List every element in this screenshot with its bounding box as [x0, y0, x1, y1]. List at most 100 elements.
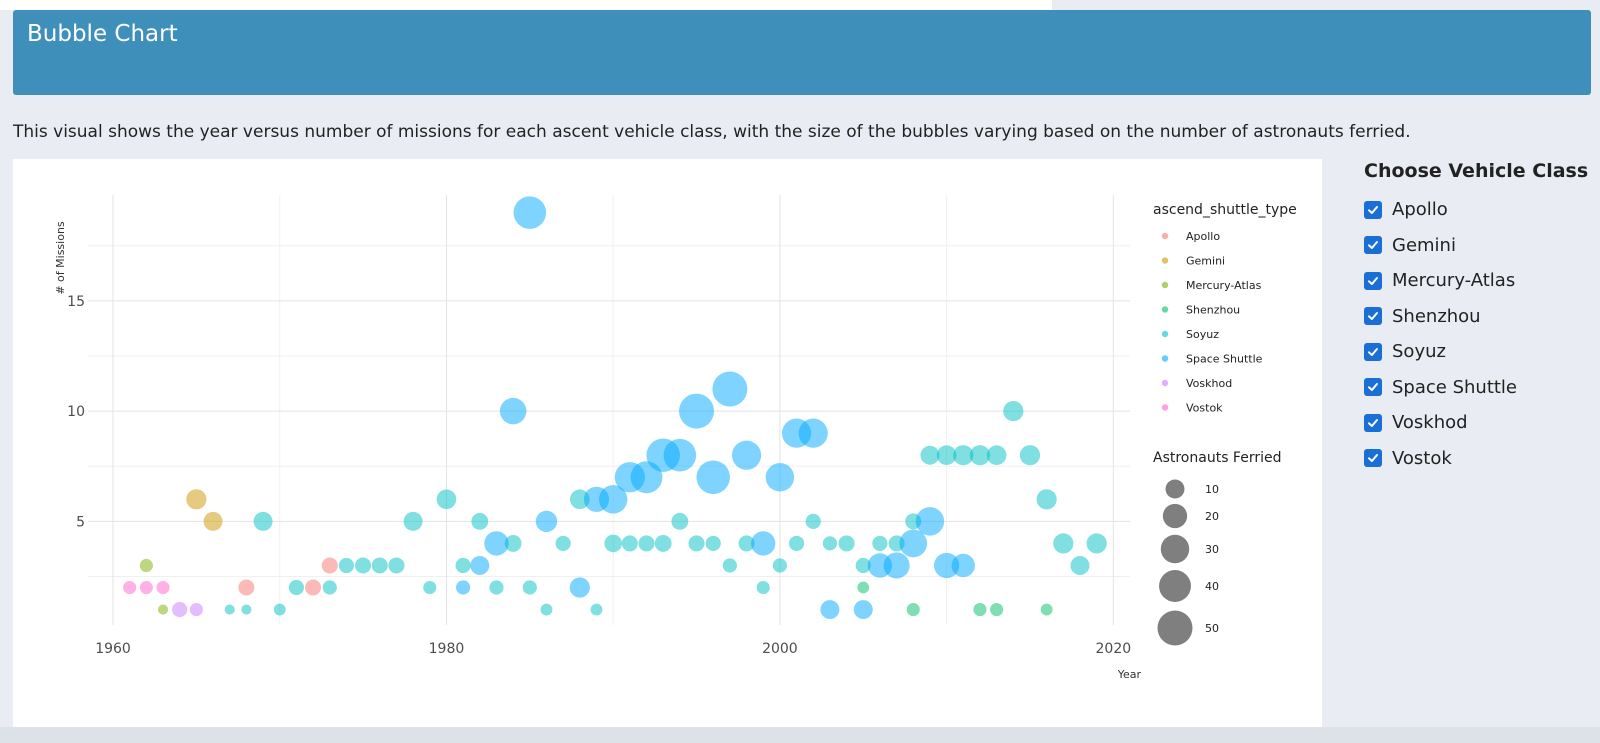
bubble-soyuz[interactable] — [638, 535, 655, 552]
bubble-apollo[interactable] — [305, 579, 322, 596]
bubble-gemini[interactable] — [203, 511, 223, 531]
bubble-space-shuttle[interactable] — [731, 440, 762, 470]
bubble-shenzhou[interactable] — [1040, 603, 1053, 616]
bubble-soyuz[interactable] — [953, 445, 974, 466]
checkbox-box[interactable] — [1364, 236, 1382, 255]
bubble-soyuz[interactable] — [504, 534, 522, 552]
bubble-mercury-atlas[interactable] — [157, 604, 169, 615]
bubble-soyuz[interactable] — [772, 558, 787, 573]
bubble-soyuz[interactable] — [540, 603, 553, 616]
bubble-space-shuttle[interactable] — [679, 393, 715, 429]
bubble-soyuz[interactable] — [489, 580, 504, 595]
bubble-soyuz[interactable] — [688, 535, 705, 552]
bubble-space-shuttle[interactable] — [751, 531, 776, 556]
bubble-space-shuttle[interactable] — [899, 529, 928, 558]
bubble-soyuz[interactable] — [288, 579, 304, 596]
bubble-vostok[interactable] — [139, 580, 153, 595]
bubble-apollo[interactable] — [238, 579, 255, 596]
checkbox-gemini[interactable]: Gemini — [1364, 228, 1588, 264]
bubble-soyuz[interactable] — [705, 535, 721, 551]
checkbox-box[interactable] — [1364, 200, 1382, 219]
bubble-soyuz[interactable] — [604, 534, 622, 553]
checkbox-box[interactable] — [1364, 413, 1382, 432]
checkbox-soyuz[interactable]: Soyuz — [1364, 334, 1588, 370]
bubble-soyuz[interactable] — [920, 445, 940, 465]
bubble-soyuz[interactable] — [1003, 400, 1024, 422]
bubble-space-shuttle[interactable] — [696, 460, 730, 495]
bubble-soyuz[interactable] — [738, 535, 755, 552]
bubble-soyuz[interactable] — [872, 535, 888, 551]
bubble-soyuz[interactable] — [570, 489, 590, 510]
bubble-soyuz[interactable] — [273, 603, 286, 616]
checkbox-shenzhou[interactable]: Shenzhou — [1364, 299, 1588, 335]
bubble-soyuz[interactable] — [654, 534, 672, 552]
bubble-soyuz[interactable] — [1036, 489, 1057, 510]
bubble-mercury-atlas[interactable] — [139, 558, 153, 573]
bubble-voskhod[interactable] — [172, 601, 188, 618]
checkbox-box[interactable] — [1364, 271, 1382, 290]
bubble-soyuz[interactable] — [522, 580, 537, 595]
bubble-space-shuttle[interactable] — [569, 577, 590, 598]
bubble-vostok[interactable] — [156, 580, 170, 595]
bubble-soyuz[interactable] — [1070, 555, 1090, 575]
bubble-soyuz[interactable] — [805, 513, 821, 529]
bubble-vostok[interactable] — [123, 580, 137, 595]
bubble-space-shuttle[interactable] — [470, 555, 490, 575]
bubble-soyuz[interactable] — [822, 536, 838, 551]
bubble-soyuz[interactable] — [455, 557, 471, 574]
bubble-space-shuttle[interactable] — [456, 580, 471, 595]
checkbox-mercury-atlas[interactable]: Mercury-Atlas — [1364, 263, 1588, 299]
bubble-space-shuttle[interactable] — [598, 485, 628, 514]
bubble-soyuz[interactable] — [436, 489, 457, 510]
bubble-space-shuttle[interactable] — [951, 553, 975, 578]
bubble-space-shuttle[interactable] — [883, 552, 910, 579]
checkbox-apollo[interactable]: Apollo — [1364, 192, 1588, 228]
checkbox-box[interactable] — [1364, 342, 1382, 361]
bubble-space-shuttle[interactable] — [535, 510, 558, 533]
bubble-soyuz[interactable] — [756, 580, 770, 595]
bubble-space-shuttle[interactable] — [484, 531, 509, 556]
bubble-soyuz[interactable] — [241, 604, 252, 615]
bubble-space-shuttle[interactable] — [712, 371, 748, 407]
bubble-soyuz[interactable] — [322, 580, 337, 595]
bubble-soyuz[interactable] — [621, 535, 638, 552]
bubble-soyuz[interactable] — [590, 603, 603, 616]
bubble-soyuz[interactable] — [338, 557, 355, 574]
bubble-soyuz[interactable] — [1086, 533, 1107, 554]
checkbox-box[interactable] — [1364, 307, 1382, 326]
bubble-apollo[interactable] — [321, 557, 338, 574]
bubble-shenzhou[interactable] — [857, 581, 870, 594]
bubble-voskhod[interactable] — [189, 603, 203, 617]
bubble-soyuz[interactable] — [253, 511, 273, 531]
bubble-soyuz[interactable] — [969, 445, 991, 466]
bubble-soyuz[interactable] — [371, 557, 388, 574]
bubble-soyuz[interactable] — [1053, 533, 1074, 554]
bubble-space-shuttle[interactable] — [853, 600, 873, 620]
bubble-space-shuttle[interactable] — [820, 600, 840, 620]
bubble-space-shuttle[interactable] — [513, 196, 547, 229]
checkbox-vostok[interactable]: Vostok — [1364, 441, 1588, 477]
checkbox-box[interactable] — [1364, 378, 1382, 397]
checkbox-voskhod[interactable]: Voskhod — [1364, 405, 1588, 441]
bubble-space-shuttle[interactable] — [933, 552, 960, 579]
bubble-gemini[interactable] — [186, 489, 207, 510]
bubble-soyuz[interactable] — [423, 580, 437, 595]
bubble-shenzhou[interactable] — [990, 603, 1004, 617]
bubble-soyuz[interactable] — [1019, 445, 1041, 466]
bubble-soyuz[interactable] — [471, 512, 489, 530]
bubble-space-shuttle[interactable] — [798, 418, 828, 448]
bubble-soyuz[interactable] — [855, 557, 871, 574]
bubble-soyuz[interactable] — [224, 604, 235, 615]
bubble-soyuz[interactable] — [788, 535, 805, 551]
bubble-soyuz[interactable] — [986, 445, 1007, 466]
bubble-space-shuttle[interactable] — [499, 397, 527, 425]
bubble-shenzhou[interactable] — [906, 603, 920, 617]
bubble-space-shuttle[interactable] — [915, 507, 945, 536]
bubble-soyuz[interactable] — [355, 557, 372, 574]
bubble-soyuz[interactable] — [555, 535, 571, 551]
bubble-shenzhou[interactable] — [973, 603, 987, 617]
bubble-space-shuttle[interactable] — [663, 438, 697, 472]
bubble-soyuz[interactable] — [838, 535, 855, 552]
bubble-soyuz[interactable] — [722, 558, 737, 573]
checkbox-space-shuttle[interactable]: Space Shuttle — [1364, 370, 1588, 406]
